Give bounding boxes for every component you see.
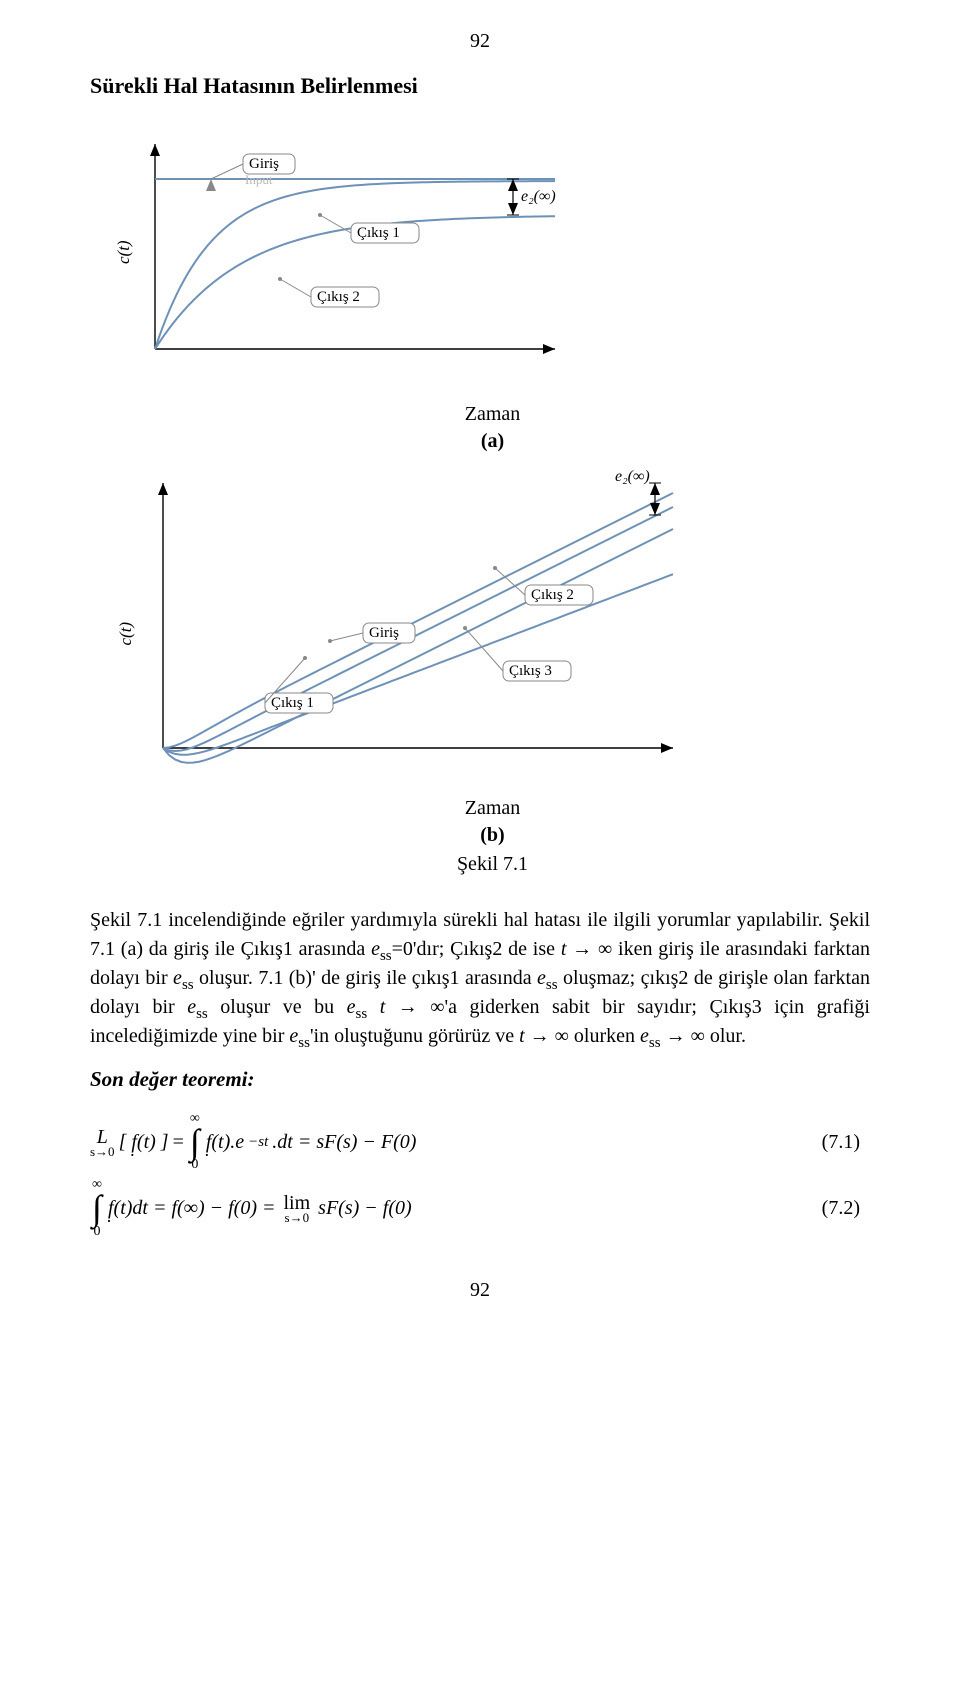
svg-text:e₂(∞): e₂(∞): [521, 188, 556, 205]
subheading: Son değer teoremi:: [90, 1067, 870, 1092]
eq1-bracketed: [ f̣(t) ]: [119, 1131, 169, 1154]
main-paragraph: Şekil 7.1 incelendiğinde eğriler yardımı…: [90, 906, 870, 1051]
figure-a-chart: c(t) e₂(∞) GirişInput Çıkış 1 Çıkış 2: [115, 119, 595, 399]
eq2-int-bot: 0: [93, 1225, 100, 1239]
figure-b-chart: c(t) e₂(∞) Giriş Çıkış 1 Çıkış 2 Çıkış 3: [115, 463, 715, 793]
svg-text:Çıkış 3: Çıkış 3: [509, 663, 552, 679]
svg-text:c(t): c(t): [116, 622, 135, 646]
figure-b-caption: Zaman: [115, 797, 870, 820]
eq2-tail: sF(s) − f(0): [318, 1197, 411, 1220]
svg-text:Çıkış 1: Çıkış 1: [357, 225, 400, 241]
figure-b-label: Şekil 7.1: [115, 853, 870, 876]
equation-7-1: L s→0 [ f̣(t) ] = ∞ ∫ 0 f̣(t).e−st.dt = …: [90, 1112, 870, 1172]
svg-text:e₂(∞): e₂(∞): [615, 468, 650, 485]
figure-b-subcaption: (b): [115, 824, 870, 847]
section-title: Sürekli Hal Hatasının Belirlenmesi: [90, 73, 870, 99]
equation-7-2-body: ∞ ∫ 0 f̣(t)dt = f(∞) − f(0) = lim s→0 sF…: [90, 1178, 412, 1238]
eq1-tail: .dt = sF(s) − F(0): [272, 1131, 416, 1154]
page-number-bottom: 92: [90, 1279, 870, 1302]
svg-text:Çıkış 2: Çıkış 2: [531, 587, 574, 603]
equation-7-1-body: L s→0 [ f̣(t) ] = ∞ ∫ 0 f̣(t).e−st.dt = …: [90, 1112, 416, 1172]
page-number-top: 92: [90, 30, 870, 53]
svg-text:Çıkış 2: Çıkış 2: [317, 289, 360, 305]
figure-a-subcaption: (a): [115, 430, 870, 453]
svg-text:Çıkış 1: Çıkış 1: [271, 695, 314, 711]
svg-text:c(t): c(t): [115, 240, 133, 264]
integral-icon: ∫: [92, 1192, 102, 1224]
eq1-number: (7.1): [822, 1131, 860, 1154]
eq2-number: (7.2): [822, 1197, 860, 1220]
eq2-integral: ∞ ∫ 0: [92, 1178, 102, 1238]
eq1-sublimit: s→0: [90, 1145, 115, 1158]
eq1-int-bot: 0: [191, 1158, 198, 1172]
eq2-int-body: f̣(t)dt = f(∞) − f(0) =: [108, 1197, 276, 1220]
eq1-equals: =: [173, 1131, 184, 1154]
eq2-lim-sub: s→0: [283, 1211, 310, 1224]
figure-b-container: c(t) e₂(∞) Giriş Çıkış 1 Çıkış 2 Çıkış 3 Zama…: [115, 463, 870, 876]
figure-a-caption: Zaman: [115, 403, 870, 426]
figure-a-container: c(t)e₂(∞)GirişInputÇıkış 1Çıkış 2 Zaman …: [115, 119, 870, 453]
svg-text:Input: Input: [245, 172, 273, 187]
eq1-integral: ∞ ∫ 0: [190, 1112, 200, 1172]
eq1-int-body: f̣(t).e: [206, 1131, 244, 1154]
equation-7-2: ∞ ∫ 0 f̣(t)dt = f(∞) − f(0) = lim s→0 sF…: [90, 1178, 870, 1238]
svg-text:Giriş: Giriş: [249, 156, 279, 172]
integral-icon: ∫: [190, 1126, 200, 1158]
svg-text:Giriş: Giriş: [369, 625, 399, 641]
